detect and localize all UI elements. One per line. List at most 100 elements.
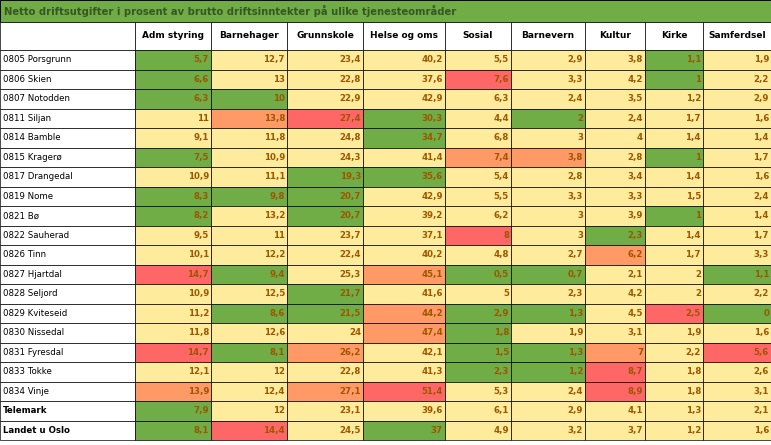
Bar xyxy=(211,22,287,50)
Text: 2,2: 2,2 xyxy=(753,75,769,84)
Text: 42,9: 42,9 xyxy=(422,192,443,201)
Text: 3: 3 xyxy=(577,211,583,220)
Bar xyxy=(287,109,363,128)
Bar xyxy=(287,343,363,362)
Bar xyxy=(135,50,211,69)
Bar xyxy=(585,303,645,323)
Text: 39,2: 39,2 xyxy=(422,211,443,220)
Bar xyxy=(211,284,287,303)
Bar xyxy=(363,22,445,50)
Text: 42,1: 42,1 xyxy=(422,348,443,357)
Text: 19,3: 19,3 xyxy=(339,172,361,181)
Text: 1,4: 1,4 xyxy=(685,231,701,240)
Text: 26,2: 26,2 xyxy=(339,348,361,357)
Bar xyxy=(511,22,585,50)
Bar xyxy=(585,245,645,264)
Text: 1,1: 1,1 xyxy=(753,270,769,279)
Bar xyxy=(645,381,703,401)
Text: 2,6: 2,6 xyxy=(753,367,769,376)
Text: 40,2: 40,2 xyxy=(422,250,443,259)
Bar xyxy=(703,206,771,226)
Bar xyxy=(135,303,211,323)
Text: 44,2: 44,2 xyxy=(422,309,443,318)
Text: 11: 11 xyxy=(197,114,209,123)
Text: 8,6: 8,6 xyxy=(270,309,285,318)
Bar xyxy=(585,50,645,69)
Text: 41,3: 41,3 xyxy=(422,367,443,376)
Text: 1,9: 1,9 xyxy=(753,55,769,64)
Bar xyxy=(445,245,511,264)
Bar xyxy=(703,401,771,421)
Text: 13,8: 13,8 xyxy=(264,114,285,123)
Bar xyxy=(211,343,287,362)
Text: 2,7: 2,7 xyxy=(567,250,583,259)
Text: 12,6: 12,6 xyxy=(264,328,285,337)
Bar xyxy=(703,69,771,89)
Bar xyxy=(287,22,363,50)
Bar xyxy=(511,186,585,206)
Bar xyxy=(363,109,445,128)
Bar xyxy=(363,128,445,147)
Bar xyxy=(445,226,511,245)
Text: 3,7: 3,7 xyxy=(628,426,643,435)
Text: Adm styring: Adm styring xyxy=(142,32,204,40)
Bar xyxy=(645,245,703,264)
Bar xyxy=(445,264,511,284)
Bar xyxy=(363,381,445,401)
Bar xyxy=(0,167,135,186)
Bar xyxy=(363,186,445,206)
Bar xyxy=(511,69,585,89)
Bar xyxy=(511,421,585,440)
Text: 3,2: 3,2 xyxy=(567,426,583,435)
Bar xyxy=(0,147,135,167)
Bar xyxy=(645,303,703,323)
Text: 1,4: 1,4 xyxy=(753,211,769,220)
Bar xyxy=(585,401,645,421)
Text: 6,3: 6,3 xyxy=(493,94,509,103)
Text: 2: 2 xyxy=(695,270,701,279)
Text: 1,4: 1,4 xyxy=(753,133,769,142)
Bar xyxy=(287,362,363,381)
Text: 9,1: 9,1 xyxy=(194,133,209,142)
Text: 13,2: 13,2 xyxy=(264,211,285,220)
Text: 0,7: 0,7 xyxy=(567,270,583,279)
Bar xyxy=(511,147,585,167)
Text: 7,4: 7,4 xyxy=(493,153,509,162)
Text: 12: 12 xyxy=(273,367,285,376)
Bar xyxy=(445,186,511,206)
Text: 1,7: 1,7 xyxy=(753,231,769,240)
Bar xyxy=(645,89,703,109)
Text: 0815 Kragerø: 0815 Kragerø xyxy=(3,153,62,162)
Bar xyxy=(511,381,585,401)
Text: 37: 37 xyxy=(431,426,443,435)
Bar xyxy=(703,50,771,69)
Text: 22,4: 22,4 xyxy=(339,250,361,259)
Text: 3,8: 3,8 xyxy=(628,55,643,64)
Text: 1,8: 1,8 xyxy=(685,367,701,376)
Text: 1,8: 1,8 xyxy=(493,328,509,337)
Bar xyxy=(585,109,645,128)
Bar xyxy=(585,206,645,226)
Text: 1,6: 1,6 xyxy=(753,114,769,123)
Bar xyxy=(135,362,211,381)
Text: 5: 5 xyxy=(503,289,509,298)
Text: 14,4: 14,4 xyxy=(264,426,285,435)
Bar xyxy=(363,303,445,323)
Text: 14,7: 14,7 xyxy=(187,270,209,279)
Bar xyxy=(445,22,511,50)
Text: 8,7: 8,7 xyxy=(628,367,643,376)
Bar xyxy=(135,22,211,50)
Bar xyxy=(511,264,585,284)
Bar xyxy=(0,284,135,303)
Text: Helse og oms: Helse og oms xyxy=(370,32,438,40)
Text: Kirke: Kirke xyxy=(661,32,687,40)
Text: 0819 Nome: 0819 Nome xyxy=(3,192,53,201)
Text: 3,3: 3,3 xyxy=(628,192,643,201)
Bar xyxy=(287,421,363,440)
Text: 21,7: 21,7 xyxy=(339,289,361,298)
Bar xyxy=(363,50,445,69)
Text: 1,6: 1,6 xyxy=(753,172,769,181)
Text: 13,9: 13,9 xyxy=(187,387,209,396)
Bar xyxy=(585,343,645,362)
Text: 0806 Skien: 0806 Skien xyxy=(3,75,52,84)
